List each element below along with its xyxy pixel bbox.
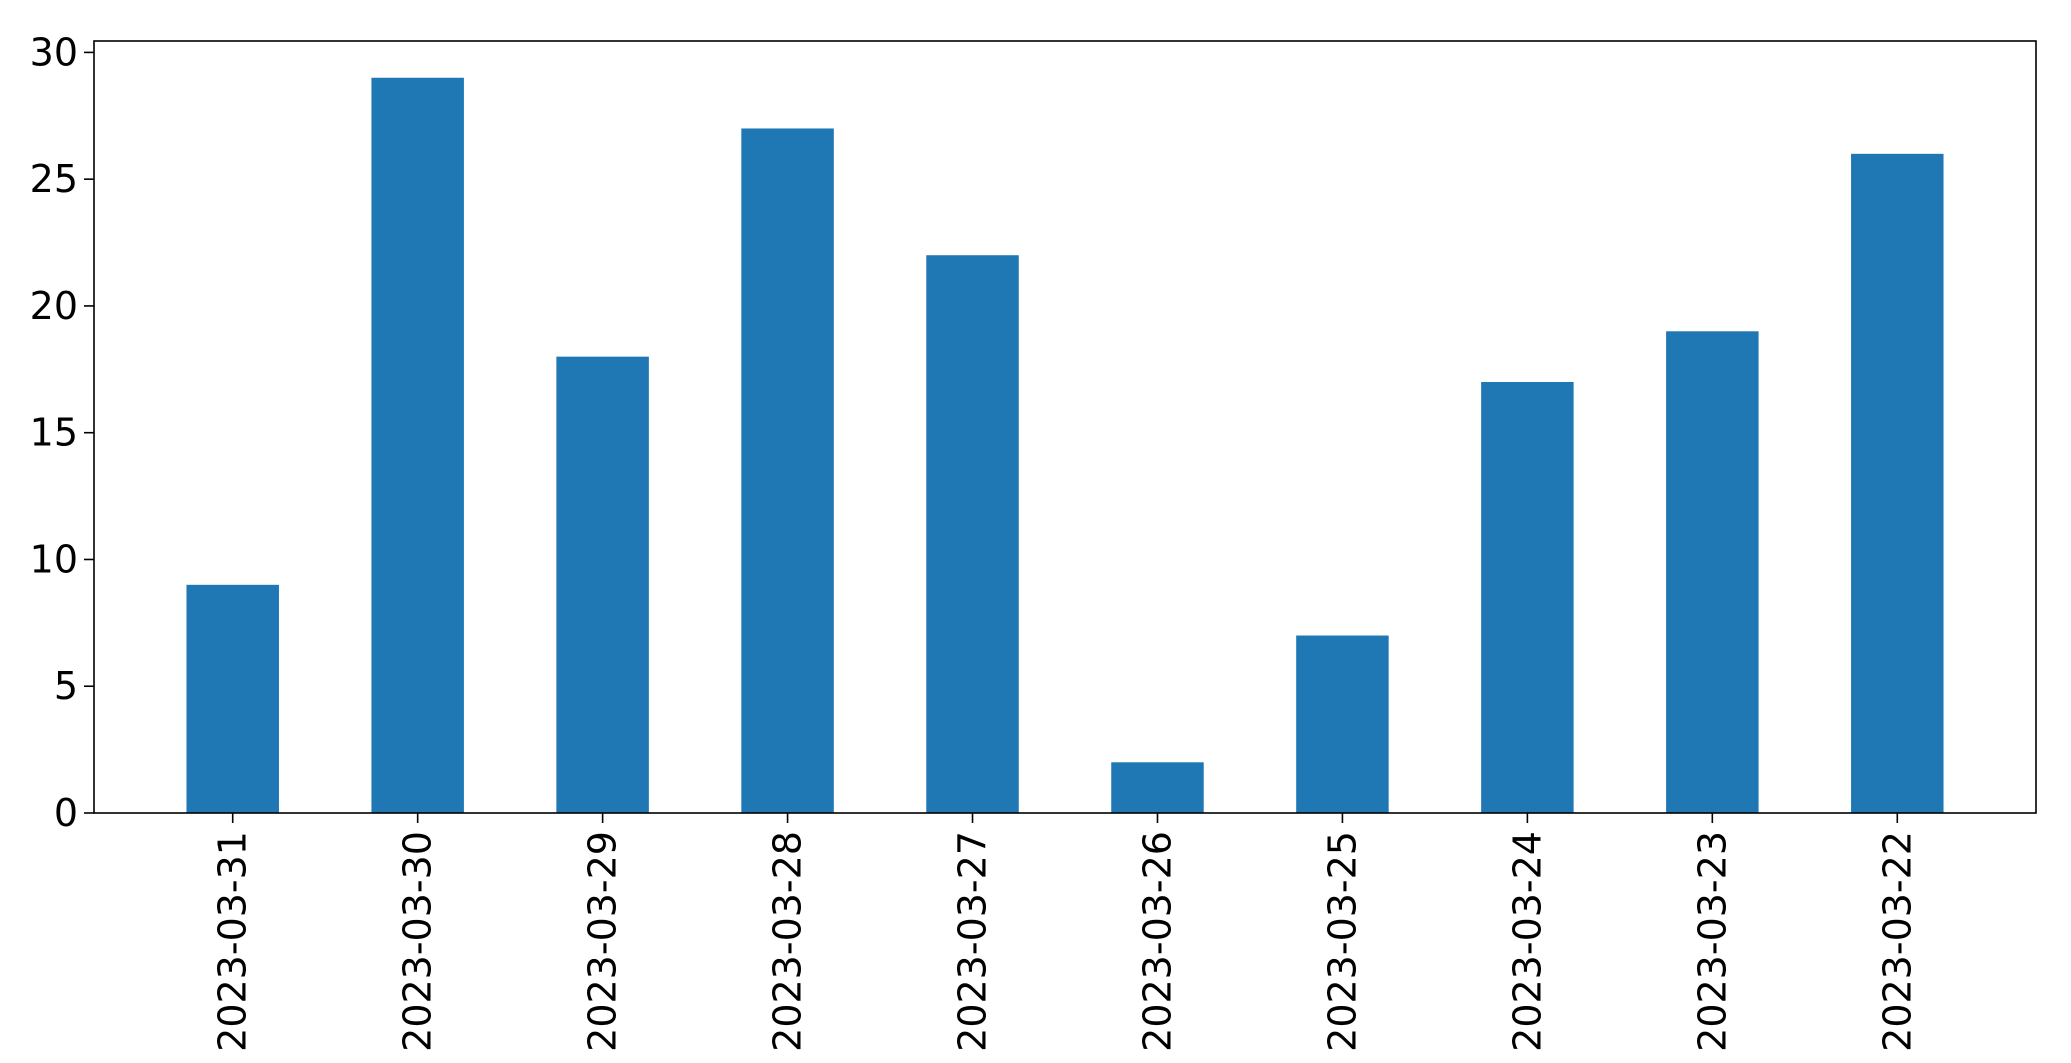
- x-axis: 2023-03-31 2023-03-30 2023-03-29 2023-03-28…: [211, 813, 1919, 1052]
- x-tick-label: 2023-03-30: [396, 831, 440, 1052]
- y-tick-label: 25: [30, 157, 78, 201]
- bars-group: [186, 77, 1944, 814]
- x-tick-label: 2023-03-23: [1690, 831, 1734, 1052]
- y-tick-label: 0: [54, 791, 78, 835]
- x-tick-label: 2023-03-24: [1505, 831, 1549, 1052]
- x-tick-label: 2023-03-28: [766, 831, 810, 1052]
- y-tick-label: 10: [30, 537, 78, 581]
- x-tick-label: 2023-03-27: [951, 831, 995, 1052]
- bar-2023-03-24: [1481, 382, 1574, 813]
- bar-2023-03-27: [926, 255, 1019, 814]
- bar-2023-03-22: [1851, 153, 1944, 813]
- bar-2023-03-30: [371, 77, 464, 813]
- bar-2023-03-25: [1296, 635, 1389, 813]
- x-tick-label: 2023-03-26: [1135, 831, 1179, 1052]
- bar-2023-03-28: [741, 128, 834, 814]
- bar-2023-03-23: [1666, 331, 1759, 813]
- y-tick-label: 15: [30, 411, 78, 455]
- x-tick-label: 2023-03-29: [581, 831, 625, 1052]
- y-tick-label: 5: [54, 664, 78, 708]
- x-tick-label: 2023-03-25: [1320, 831, 1364, 1052]
- y-tick-label: 30: [30, 30, 78, 74]
- x-tick-label: 2023-03-31: [211, 831, 255, 1052]
- plot-frame: [93, 40, 2037, 814]
- y-tick-label: 20: [30, 284, 78, 328]
- bar-2023-03-31: [186, 584, 279, 813]
- y-axis: 0 5 10 15 20 25 30: [30, 30, 94, 835]
- x-tick-label: 2023-03-22: [1875, 831, 1919, 1052]
- bar-2023-03-29: [556, 356, 649, 813]
- bar-2023-03-26: [1111, 762, 1204, 813]
